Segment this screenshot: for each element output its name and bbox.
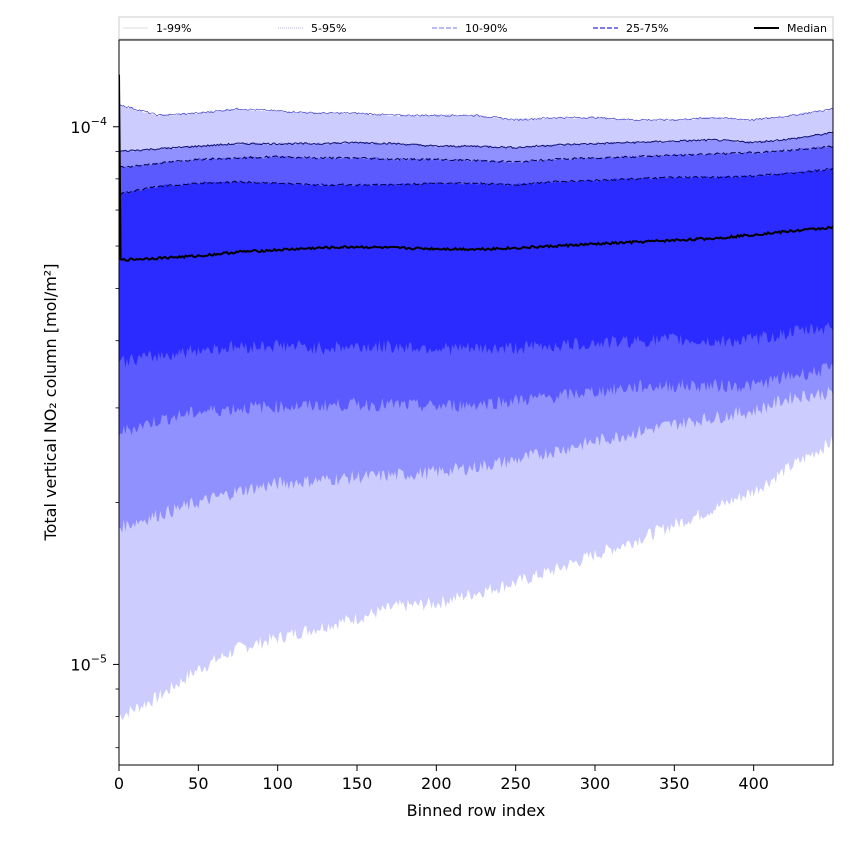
band-edge-10-90% [119, 145, 833, 168]
x-axis-label: Binned row index [407, 801, 546, 820]
legend-label: 5-95% [311, 22, 346, 35]
legend-label: 10-90% [465, 22, 507, 35]
median-line [119, 74, 833, 262]
legend-label: 25-75% [626, 22, 668, 35]
x-tick-label: 200 [421, 774, 452, 793]
y-axis-label: Total vertical NO₂ column [mol/m²] [41, 264, 60, 542]
plot-frame [118, 39, 834, 766]
y-tick-label: 10−4 [70, 115, 107, 137]
legend-box [118, 16, 834, 40]
x-tick-label: 250 [500, 774, 531, 793]
band-25-75% [119, 168, 833, 368]
legend: 1-99% 5-95% 10-90% 25-75% Median [118, 16, 834, 40]
x-tick-label: 100 [262, 774, 293, 793]
band-edge-1-99% [119, 104, 833, 122]
x-tick-label: 300 [580, 774, 611, 793]
x-axis: 0 50 100 150 200 250 300 350 400 [114, 765, 769, 793]
y-tick-label: 10−5 [70, 652, 107, 674]
band-edge-5-95% [119, 131, 833, 153]
legend-label: 1-99% [156, 22, 191, 35]
band-edge-25-75% [119, 167, 833, 196]
x-tick-label: 0 [114, 774, 124, 793]
legend-label: Median [787, 22, 827, 35]
x-tick-label: 400 [738, 774, 769, 793]
y-axis: 10−4 10−5 [70, 115, 119, 749]
x-tick-label: 150 [342, 774, 373, 793]
x-tick-label: 50 [188, 774, 208, 793]
plot-area [119, 74, 833, 721]
x-tick-label: 350 [659, 774, 690, 793]
